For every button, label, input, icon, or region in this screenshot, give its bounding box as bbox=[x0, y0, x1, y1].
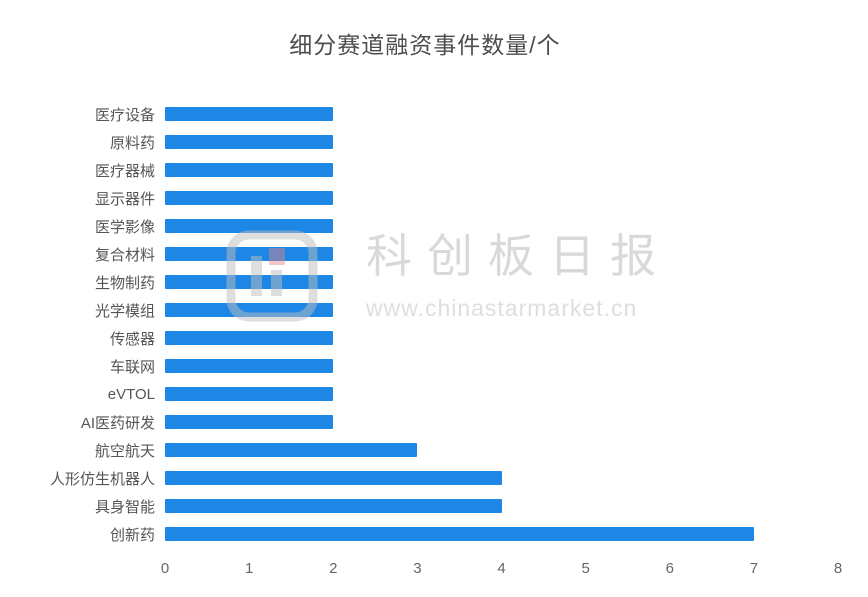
chart-row: 具身智能 bbox=[20, 492, 838, 520]
bar bbox=[165, 247, 334, 261]
bar bbox=[165, 443, 418, 457]
category-label: 航空航天 bbox=[94, 442, 155, 460]
x-tick-label: 2 bbox=[329, 560, 338, 577]
bar-area bbox=[165, 436, 838, 464]
x-tick-label: 8 bbox=[833, 560, 843, 577]
x-tick-label: 5 bbox=[581, 560, 590, 577]
bar-area bbox=[165, 240, 838, 268]
bar bbox=[165, 359, 334, 373]
chart-row: 传感器 bbox=[20, 324, 838, 352]
category-label: 医疗设备 bbox=[94, 106, 155, 124]
chart-row: 光学模组 bbox=[20, 296, 838, 324]
x-axis: 0 1 2 3 4 5 6 7 8 bbox=[161, 560, 842, 580]
chart-row: 人形仿生机器人 bbox=[20, 464, 838, 492]
chart-title: 细分赛道融资事件数量/个 bbox=[289, 32, 561, 58]
category-label: 生物制药 bbox=[94, 274, 155, 292]
bar-area bbox=[165, 128, 838, 156]
category-label: 人形仿生机器人 bbox=[49, 470, 155, 488]
chart-row: AI医药研发 bbox=[20, 408, 838, 436]
bar-area bbox=[165, 296, 838, 324]
chart-row: 医疗器械 bbox=[20, 156, 838, 184]
bar bbox=[165, 303, 334, 317]
x-tick-label: 3 bbox=[413, 560, 422, 577]
chart-row: 原料药 bbox=[20, 128, 838, 156]
bar-area bbox=[165, 520, 838, 548]
chart-row: 显示器件 bbox=[20, 184, 838, 212]
bar bbox=[165, 107, 334, 121]
category-label: 光学模组 bbox=[94, 302, 155, 320]
bar bbox=[165, 471, 502, 485]
chart-row: 复合材料 bbox=[20, 240, 838, 268]
chart-row: 医学影像 bbox=[20, 212, 838, 240]
category-label: 原料药 bbox=[109, 134, 155, 152]
bar-area bbox=[165, 492, 838, 520]
bar bbox=[165, 499, 502, 513]
category-label: 医疗器械 bbox=[94, 162, 155, 180]
bar-area bbox=[165, 464, 838, 492]
bar bbox=[165, 135, 334, 149]
category-label: 具身智能 bbox=[94, 498, 155, 516]
category-label: 车联网 bbox=[109, 358, 155, 376]
category-label: 医学影像 bbox=[94, 218, 155, 236]
chart-row: 生物制药 bbox=[20, 268, 838, 296]
chart-row: 航空航天 bbox=[20, 436, 838, 464]
bar-area bbox=[165, 408, 838, 436]
x-tick-label: 4 bbox=[497, 560, 506, 577]
category-label: eVTOL bbox=[107, 385, 155, 403]
bar-area bbox=[165, 212, 838, 240]
bar-area bbox=[165, 352, 838, 380]
chart-row: eVTOL bbox=[20, 380, 838, 408]
category-label: AI医药研发 bbox=[80, 414, 155, 432]
chart-row: 创新药 bbox=[20, 520, 838, 548]
bar-area bbox=[165, 156, 838, 184]
bar bbox=[165, 387, 334, 401]
chart-row: 车联网 bbox=[20, 352, 838, 380]
x-tick-label: 0 bbox=[160, 560, 170, 577]
bar-area bbox=[165, 380, 838, 408]
category-label: 复合材料 bbox=[94, 246, 155, 264]
bar-chart-rows: 医疗设备原料药医疗器械显示器件医学影像复合材料生物制药光学模组传感器车联网 eVT… bbox=[20, 100, 838, 548]
bar bbox=[165, 219, 334, 233]
bar-area bbox=[165, 184, 838, 212]
bar bbox=[165, 191, 334, 205]
bar bbox=[165, 163, 334, 177]
bar bbox=[165, 527, 754, 541]
bar bbox=[165, 415, 334, 429]
category-label: 传感器 bbox=[109, 330, 155, 348]
category-label: 显示器件 bbox=[94, 190, 155, 208]
bar-area bbox=[165, 100, 838, 128]
x-tick-label: 1 bbox=[244, 560, 254, 577]
chart-row: 医疗设备 bbox=[20, 100, 838, 128]
category-label: 创新药 bbox=[109, 526, 155, 544]
bar-area bbox=[165, 324, 838, 352]
bar bbox=[165, 331, 334, 345]
bar-area bbox=[165, 268, 838, 296]
bar bbox=[165, 275, 334, 289]
x-tick-label: 7 bbox=[749, 560, 759, 577]
x-tick-label: 6 bbox=[665, 560, 674, 577]
